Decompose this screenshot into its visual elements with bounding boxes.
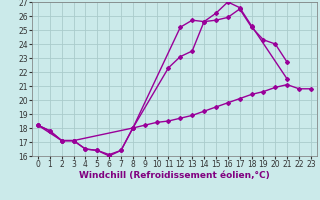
X-axis label: Windchill (Refroidissement éolien,°C): Windchill (Refroidissement éolien,°C) (79, 171, 270, 180)
